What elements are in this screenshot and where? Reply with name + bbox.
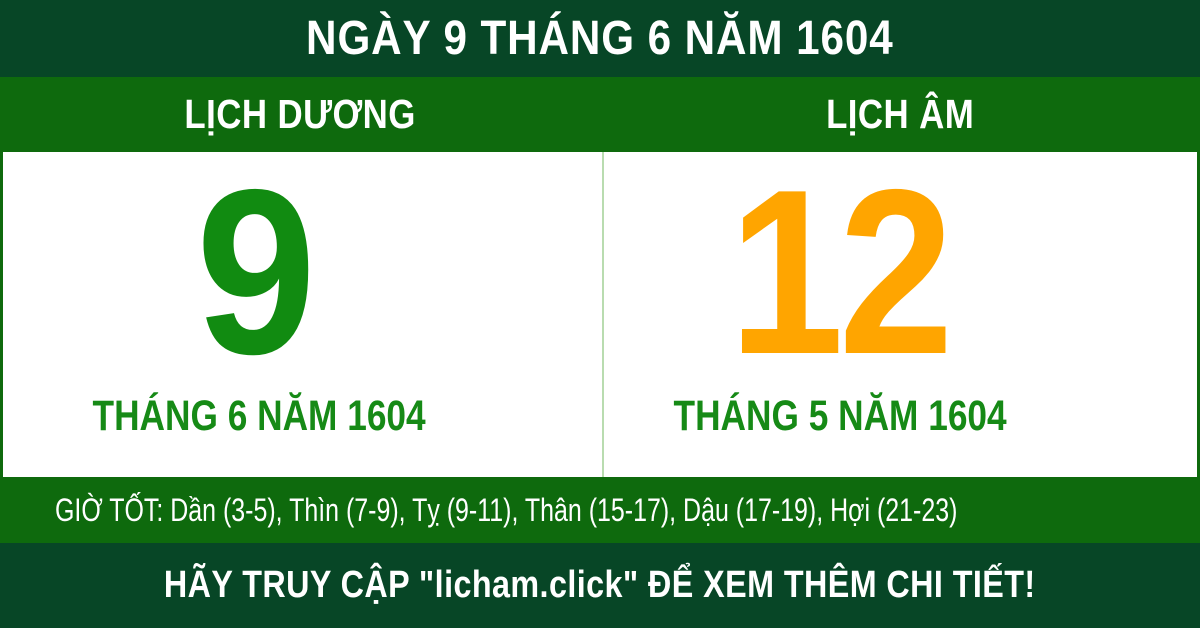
lunar-calendar-header: LỊCH ÂM bbox=[600, 77, 1200, 152]
solar-month-year: THÁNG 6 NĂM 1604 bbox=[92, 392, 427, 440]
lunar-day-number: 12 bbox=[600, 152, 1197, 390]
date-panels: 9 THÁNG 6 NĂM 1604 12 THÁNG 5 NĂM 1604 bbox=[0, 152, 1200, 477]
page-title: NGÀY 9 THÁNG 6 NĂM 1604 bbox=[306, 12, 894, 65]
footer-band: HÃY TRUY CẬP "licham.click" ĐỂ XEM THÊM … bbox=[0, 543, 1200, 628]
header-band: NGÀY 9 THÁNG 6 NĂM 1604 bbox=[0, 0, 1200, 77]
calendar-type-band: LỊCH DƯƠNG LỊCH ÂM bbox=[0, 77, 1200, 152]
lunar-month-year: THÁNG 5 NĂM 1604 bbox=[673, 392, 1008, 440]
solar-day-digits: 9 bbox=[196, 139, 316, 403]
footer-cta-text: HÃY TRUY CẬP "licham.click" ĐỂ XEM THÊM … bbox=[164, 564, 1036, 606]
good-hours-text: GIỜ TỐT: Dần (3-5), Thìn (7-9), Tỵ (9-11… bbox=[55, 491, 958, 528]
solar-day-number: 9 bbox=[3, 152, 600, 390]
lunar-panel: 12 THÁNG 5 NĂM 1604 bbox=[600, 152, 1197, 477]
solar-panel: 9 THÁNG 6 NĂM 1604 bbox=[3, 152, 600, 477]
solar-calendar-label: LỊCH DƯƠNG bbox=[184, 91, 416, 137]
good-hours-band: GIỜ TỐT: Dần (3-5), Thìn (7-9), Tỵ (9-11… bbox=[0, 477, 1200, 543]
solar-calendar-header: LỊCH DƯƠNG bbox=[0, 77, 600, 152]
lunar-calendar-label: LỊCH ÂM bbox=[825, 91, 975, 137]
panel-divider bbox=[602, 152, 604, 477]
lunar-day-digits: 12 bbox=[728, 139, 954, 403]
